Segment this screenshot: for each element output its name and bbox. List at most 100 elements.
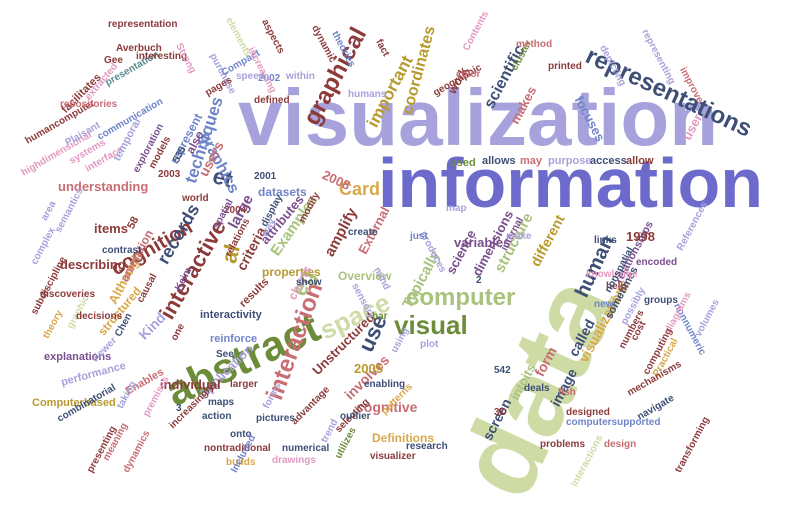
cloud-word: links	[594, 235, 617, 246]
cloud-word: area	[39, 199, 59, 223]
cloud-word: Definitions	[372, 431, 434, 445]
cloud-word: fact	[373, 37, 392, 59]
cloud-word: bar	[372, 311, 388, 322]
cloud-word: visualizer	[370, 451, 416, 462]
cloud-word: items	[94, 221, 128, 236]
cloud-word: 3	[176, 403, 182, 414]
cloud-word: outlier	[340, 411, 371, 422]
cloud-word: understanding	[58, 179, 149, 194]
cloud-word: nontraditional	[204, 443, 271, 454]
cloud-word: taking	[115, 379, 139, 411]
cloud-word: datasets	[258, 185, 307, 199]
cloud-word: performance	[59, 359, 128, 389]
cloud-word: create	[348, 227, 378, 238]
cloud-word: dynamic	[309, 23, 338, 65]
cloud-word: show	[296, 277, 322, 288]
cloud-word: 2001	[254, 171, 277, 182]
cloud-word: properties	[262, 265, 321, 279]
cloud-word: used	[450, 157, 476, 169]
cloud-word: visualization	[238, 73, 719, 162]
cloud-word: information	[378, 144, 763, 222]
cloud-word: contrast	[102, 245, 142, 256]
cloud-word: color	[456, 69, 481, 80]
cloud-word: theory	[41, 308, 66, 341]
cloud-word: 3D	[494, 407, 507, 418]
cloud-word: knowledge	[586, 269, 638, 280]
cloud-word: defined	[254, 95, 290, 106]
cloud-word: humans	[348, 89, 387, 100]
cloud-word: action	[202, 411, 232, 422]
cloud-word: may	[520, 155, 543, 167]
cloud-word: 2	[476, 275, 482, 286]
cloud-word: groups	[644, 295, 678, 306]
cloud-word: 542	[494, 365, 511, 376]
cloud-word: 2008	[320, 167, 353, 193]
cloud-word: Kind	[135, 309, 169, 343]
cloud-word: elements	[223, 15, 254, 59]
cloud-word: design	[604, 439, 637, 450]
cloud-word: method	[516, 39, 553, 50]
cloud-word: research	[406, 441, 448, 452]
cloud-word: encoded	[636, 257, 678, 268]
cloud-word: describing	[60, 257, 126, 272]
cloud-word: involves	[341, 351, 393, 403]
cloud-word: visual	[394, 310, 468, 340]
cloud-word: 58	[125, 214, 142, 232]
cloud-word: Contents	[461, 9, 492, 53]
cloud-word: just	[410, 231, 428, 242]
cloud-word: speed	[236, 71, 265, 82]
cloud-word: one	[169, 321, 188, 343]
cloud-word: interactivity	[200, 309, 262, 321]
cloud-word: world	[182, 193, 209, 204]
cloud-word: Gee	[104, 55, 123, 66]
cloud-word: drawings	[272, 455, 316, 466]
cloud-word: dynamics	[121, 428, 153, 475]
cloud-word: representation	[108, 19, 178, 30]
cloud-word: discoveries	[40, 289, 96, 300]
cloud-word: computer	[406, 284, 516, 311]
cloud-word: variables	[454, 235, 511, 250]
cloud-word: larger	[230, 379, 258, 390]
cloud-word: designed	[566, 407, 610, 418]
cloud-word: deals	[524, 383, 550, 394]
cloud-word: maps	[208, 397, 235, 408]
cloud-word: volumes	[693, 297, 722, 339]
cloud-word: access	[590, 155, 627, 167]
cloud-word: help	[606, 281, 627, 292]
cloud-word: purpose	[548, 155, 592, 167]
cloud-word: advantage	[289, 384, 333, 428]
cloud-word: Computerbased	[32, 397, 116, 409]
cloud-word: fish	[558, 387, 576, 398]
cloud-word: results	[237, 275, 272, 310]
cloud-word: transforming	[673, 415, 712, 475]
cloud-word: allow	[626, 155, 654, 167]
cloud-word: 2002	[258, 73, 281, 84]
cloud-word: onto	[230, 429, 252, 440]
cloud-word: reinforce	[210, 333, 258, 345]
cloud-word: printed	[548, 61, 582, 72]
cloud-word: explanations	[44, 351, 112, 363]
cloud-word: decisions	[76, 311, 123, 322]
cloud-word: Card	[339, 179, 381, 199]
cloud-word: aspects	[259, 17, 287, 56]
cloud-word: Overview	[338, 269, 392, 283]
cloud-word: Averbuch	[116, 43, 162, 54]
cloud-word: builds	[226, 457, 256, 468]
cloud-word: problems	[540, 439, 586, 450]
cloud-word: enabling	[364, 379, 406, 390]
cloud-word: pictures	[256, 413, 295, 424]
cloud-word: plot	[420, 339, 439, 350]
cloud-word: See	[216, 349, 234, 360]
cloud-word: new	[594, 299, 614, 310]
cloud-word: make	[506, 231, 532, 242]
cloud-word: 2004	[224, 205, 247, 216]
cloud-word: 2005	[354, 361, 383, 376]
cloud-word: repositories	[60, 99, 118, 110]
cloud-word: 1998	[626, 229, 655, 244]
cloud-word: within	[286, 71, 315, 82]
cloud-word: computersupported	[566, 417, 661, 428]
cloud-word: map	[446, 203, 467, 214]
cloud-word: numerical	[282, 443, 330, 454]
cloud-word: cognitive	[356, 399, 418, 415]
